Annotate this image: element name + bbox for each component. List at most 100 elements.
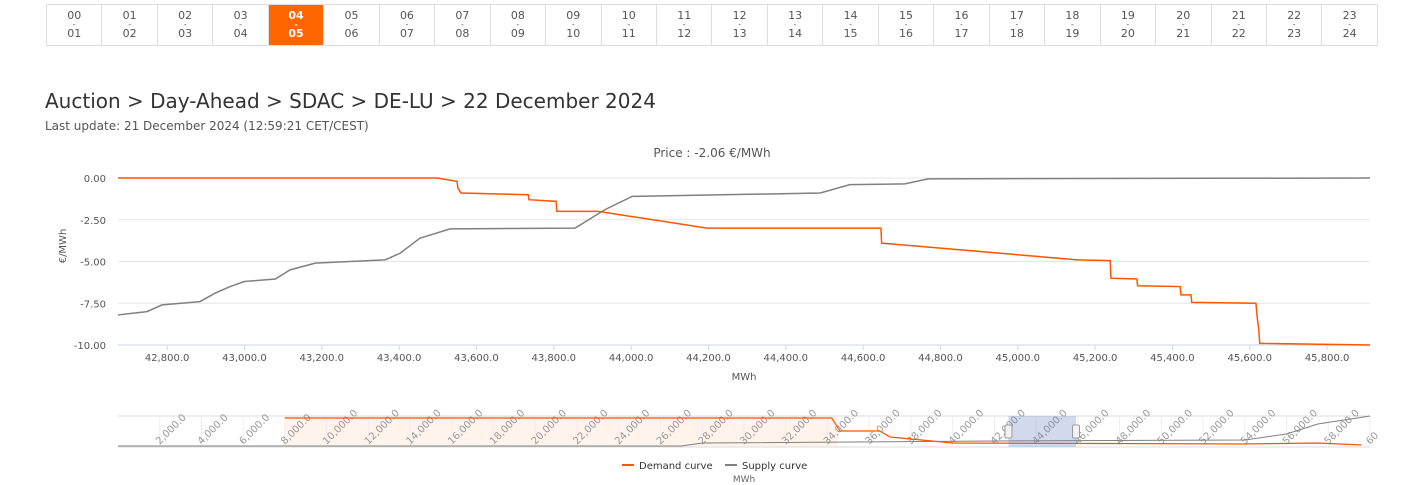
hour-start: 10: [621, 9, 636, 22]
x-tick-label: 43,800.0: [531, 353, 576, 364]
hour-end: 19: [1065, 27, 1080, 40]
x-tick-label: 45,400.0: [1150, 353, 1195, 364]
hour-tab-15[interactable]: 15-16: [879, 5, 935, 45]
hour-start: 02: [178, 9, 193, 22]
hour-start: 17: [1009, 9, 1024, 22]
x-axis-label: MWh: [732, 372, 757, 383]
hour-end: 02: [122, 27, 137, 40]
x-tick-label: 42,800.0: [145, 353, 190, 364]
hour-end: 13: [732, 27, 747, 40]
legend-demand-label[interactable]: Demand curve: [639, 461, 713, 472]
hour-tab-13[interactable]: 13-14: [768, 5, 824, 45]
x-tick-label: 43,000.0: [222, 353, 267, 364]
hour-start: 14: [843, 9, 858, 22]
hour-start: 05: [344, 9, 359, 22]
hour-start: 23: [1342, 9, 1357, 22]
hour-end: 20: [1120, 27, 1135, 40]
y-axis-label: €/MWh: [58, 229, 69, 264]
hour-tab-04[interactable]: 04-05: [268, 5, 325, 45]
hour-start: 18: [1065, 9, 1080, 22]
last-update: Last update: 21 December 2024 (12:59:21 …: [45, 119, 369, 133]
hour-tab-11[interactable]: 11-12: [657, 5, 713, 45]
hour-tab-07[interactable]: 07-08: [435, 5, 491, 45]
hour-tab-21[interactable]: 21-22: [1212, 5, 1267, 45]
hour-tab-10[interactable]: 10-11: [602, 5, 657, 45]
hour-tab-23[interactable]: 23-24: [1322, 5, 1376, 45]
legend-supply-label[interactable]: Supply curve: [742, 461, 807, 472]
hour-tab-18[interactable]: 18-19: [1045, 5, 1101, 45]
hour-start: 16: [954, 9, 969, 22]
hour-end: 17: [954, 27, 969, 40]
hour-end: 11: [621, 27, 636, 40]
x-tick-label: 45,600.0: [1227, 353, 1272, 364]
x-tick-label: 44,600.0: [841, 353, 886, 364]
navigator-tick-label: 60: [1364, 430, 1381, 447]
x-tick-label: 44,200.0: [686, 353, 731, 364]
navigator-handle[interactable]: [1004, 424, 1013, 439]
hour-end: 18: [1009, 27, 1024, 40]
y-tick-label: -2.50: [80, 216, 106, 227]
x-tick-label: 43,600.0: [454, 353, 499, 364]
hour-start: 09: [566, 9, 581, 22]
hour-start: 22: [1287, 9, 1302, 22]
hour-tab-20[interactable]: 20-21: [1156, 5, 1212, 45]
hour-end: 14: [788, 27, 803, 40]
hour-start: 03: [233, 9, 248, 22]
hour-end: 07: [399, 27, 414, 40]
hour-tab-08[interactable]: 08-09: [491, 5, 547, 45]
hour-tab-12[interactable]: 12-13: [712, 5, 768, 45]
hour-tab-16[interactable]: 16-17: [934, 5, 990, 45]
hour-end: 12: [677, 27, 692, 40]
navigator-demand-line: [284, 417, 1362, 446]
chart-title: Price : -2.06 €/MWh: [653, 146, 770, 160]
hour-tab-17[interactable]: 17-18: [990, 5, 1046, 45]
hour-tab-09[interactable]: 09-10: [546, 5, 602, 45]
hour-end: 05: [288, 27, 304, 40]
x-tick-label: 44,000.0: [609, 353, 654, 364]
hour-end: 16: [899, 27, 914, 40]
supply-curve-line: [117, 177, 1371, 316]
x-tick-label: 45,200.0: [1073, 353, 1118, 364]
hour-end: 24: [1342, 27, 1357, 40]
y-tick-label: 0.00: [84, 174, 106, 185]
hour-tab-03[interactable]: 03-04: [213, 5, 269, 45]
y-tick-label: -10.00: [74, 341, 106, 352]
hour-tab-22[interactable]: 22-23: [1267, 5, 1323, 45]
hour-end: 23: [1287, 27, 1302, 40]
hour-tab-14[interactable]: 14-15: [823, 5, 879, 45]
hour-end: 08: [455, 27, 470, 40]
navigator-axis-label: MWh: [733, 475, 755, 485]
x-tick-label: 45,800.0: [1305, 353, 1350, 364]
hour-end: 21: [1176, 27, 1191, 40]
hour-end: 09: [510, 27, 525, 40]
hour-tab-00[interactable]: 00-01: [47, 5, 103, 45]
y-tick-label: -5.00: [80, 258, 106, 269]
hour-end: 01: [67, 27, 82, 40]
hour-tab-06[interactable]: 06-07: [380, 5, 436, 45]
x-tick-label: 44,400.0: [763, 353, 808, 364]
hour-end: 22: [1231, 27, 1246, 40]
hour-tab-02[interactable]: 02-03: [158, 5, 214, 45]
hour-start: 01: [122, 9, 137, 22]
hour-start: 00: [67, 9, 82, 22]
hour-end: 15: [843, 27, 858, 40]
demand-curve-line: [118, 177, 1371, 346]
navigator-handle[interactable]: [1072, 424, 1081, 439]
hour-end: 06: [344, 27, 359, 40]
hour-start: 06: [399, 9, 414, 22]
hour-tab-19[interactable]: 19-20: [1101, 5, 1157, 45]
hour-start: 04: [288, 9, 304, 22]
navigator-supply-line: [118, 415, 1371, 447]
navigator-selection[interactable]: [1008, 416, 1077, 447]
hour-start: 19: [1120, 9, 1135, 22]
hour-tab-01[interactable]: 01-02: [102, 5, 158, 45]
hour-tab-05[interactable]: 05-06: [324, 5, 380, 45]
navigator-demand-area: [284, 416, 838, 447]
x-tick-label: 45,000.0: [995, 353, 1040, 364]
hour-start: 11: [677, 9, 692, 22]
hour-start: 21: [1231, 9, 1246, 22]
hour-end: 03: [178, 27, 193, 40]
hour-start: 15: [899, 9, 914, 22]
x-tick-label: 43,200.0: [300, 353, 345, 364]
